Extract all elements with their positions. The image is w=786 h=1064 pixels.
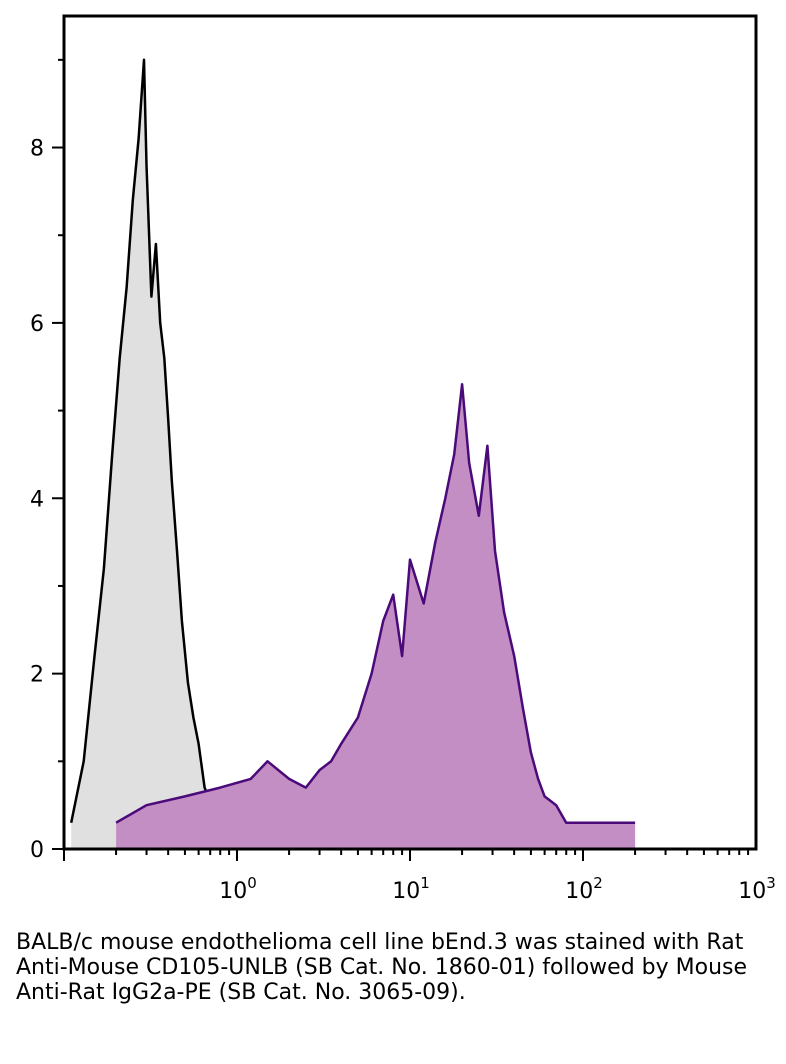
y-tick-label: 6 xyxy=(30,312,44,337)
x-tick-label: 101 xyxy=(392,874,430,904)
y-tick-label: 8 xyxy=(30,137,44,162)
y-tick-label: 2 xyxy=(30,663,44,688)
x-tick-label: 103 xyxy=(738,874,776,904)
x-axis: 100 101 102 103 xyxy=(63,849,776,904)
histogram-series-layer xyxy=(69,58,636,850)
series-1-fill xyxy=(71,59,230,850)
figure-caption: BALB/c mouse endothelioma cell line bEnd… xyxy=(16,930,748,1005)
y-axis: 0 2 4 6 8 xyxy=(30,58,64,863)
flow-cytometry-histogram: 0 2 4 6 8 100 101 102 103 xyxy=(30,14,776,904)
x-tick-label: 102 xyxy=(565,874,603,904)
x-tick-label: 100 xyxy=(219,874,257,904)
y-tick-label: 0 xyxy=(30,838,44,863)
series-1-line xyxy=(69,58,231,841)
series-2-line xyxy=(115,383,636,824)
series-2-fill xyxy=(116,384,636,849)
y-tick-label: 4 xyxy=(30,487,44,512)
